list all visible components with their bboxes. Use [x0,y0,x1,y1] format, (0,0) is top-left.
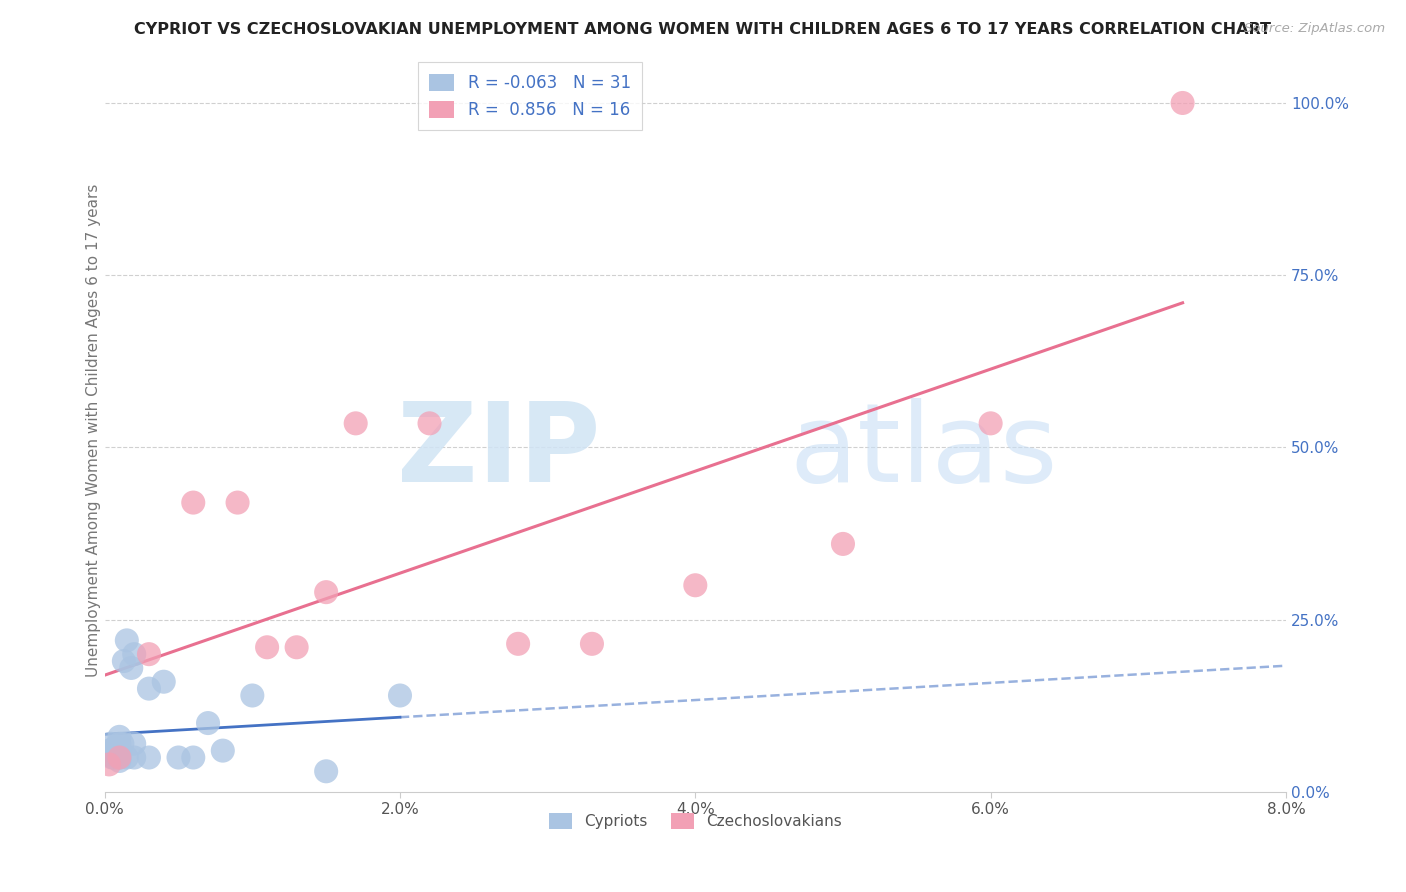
Point [315,585,337,599]
Point [1171,95,1194,110]
Point [685,578,707,592]
Point [152,674,174,689]
Y-axis label: Unemployment Among Women with Children Ages 6 to 17 years: Unemployment Among Women with Children A… [86,184,101,677]
Text: CYPRIOT VS CZECHOSLOVAKIAN UNEMPLOYMENT AMONG WOMEN WITH CHILDREN AGES 6 TO 17 Y: CYPRIOT VS CZECHOSLOVAKIAN UNEMPLOYMENT … [135,22,1271,37]
Point [108,754,131,768]
Point [832,537,855,551]
Point [108,750,131,764]
Point [115,750,138,764]
Point [226,495,249,509]
Point [581,637,603,651]
Text: atlas: atlas [790,399,1059,506]
Point [108,737,131,751]
Point [181,495,204,509]
Point [100,737,122,751]
Point [115,633,138,648]
Point [112,654,135,668]
Point [122,737,145,751]
Point [197,716,219,731]
Point [97,747,120,761]
Point [98,744,121,758]
Point [508,637,530,651]
Point [285,640,308,655]
Point [388,689,411,703]
Point [138,681,160,696]
Point [122,750,145,764]
Legend: Cypriots, Czechoslovakians: Cypriots, Czechoslovakians [543,806,848,835]
Point [138,647,160,661]
Text: ZIP: ZIP [398,399,600,506]
Point [240,689,263,703]
Point [418,417,440,431]
Point [111,737,134,751]
Point [344,417,367,431]
Point [101,750,124,764]
Point [108,747,131,761]
Point [108,750,131,764]
Point [167,750,190,764]
Point [138,750,160,764]
Point [103,750,125,764]
Point [104,740,127,755]
Point [181,750,204,764]
Point [105,744,128,758]
Text: Source: ZipAtlas.com: Source: ZipAtlas.com [1244,22,1385,36]
Point [108,750,131,764]
Point [256,640,278,655]
Point [980,417,1002,431]
Point [315,764,337,779]
Point [122,647,145,661]
Point [120,661,142,675]
Point [211,744,233,758]
Point [108,730,131,744]
Point [98,757,121,772]
